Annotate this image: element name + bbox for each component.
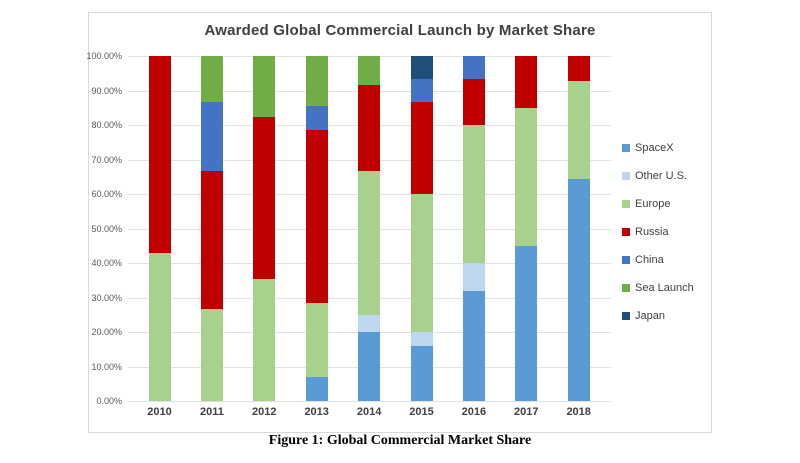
- legend-label: Europe: [635, 198, 671, 210]
- bar-segment-2012-sea-launch: [253, 56, 276, 117]
- bar-segment-2014-russia: [358, 84, 381, 171]
- bar-segment-2013-russia: [305, 130, 328, 303]
- bar-segment-2017-europe: [515, 107, 538, 246]
- x-axis-tick-label-2017: 2017: [514, 406, 539, 418]
- legend-swatch-russia: [622, 228, 630, 236]
- figure-caption: Figure 1: Global Commercial Market Share: [268, 433, 532, 448]
- legend-label: Russia: [635, 226, 669, 238]
- bar-segment-2011-europe: [200, 308, 223, 401]
- bar-segment-2014-sea-launch: [358, 56, 381, 85]
- bar-segment-2015-other-u-s: [410, 332, 433, 346]
- plot-area: 100.00% 90.00% 80.00% 70.00% 60.00% 50.00% 40.…: [86, 51, 611, 418]
- bar-segment-2014-other-u-s: [358, 314, 381, 332]
- y-axis-tick-label: 90.00%: [91, 85, 122, 96]
- bar-segment-2011-china: [200, 101, 223, 171]
- legend-label: Sea Launch: [635, 282, 694, 294]
- y-axis-tick-label: 40.00%: [91, 258, 122, 268]
- x-axis-tick-label-2018: 2018: [566, 406, 591, 418]
- y-axis-tick-label: 80.00%: [91, 120, 122, 130]
- x-axis-tick-label-2012: 2012: [252, 406, 277, 418]
- bar-segment-2016-europe: [462, 125, 485, 263]
- legend-swatch-europe: [622, 200, 630, 208]
- y-axis-tick-label: 20.00%: [91, 327, 122, 337]
- legend: SpaceX Other U.S. Europe Russia China Sea Lau…: [622, 141, 710, 337]
- bar-segment-2016-spacex: [462, 290, 485, 401]
- gridline: [128, 401, 611, 402]
- legend-swatch-sea-launch: [622, 284, 630, 292]
- bar-segment-2018-spacex: [567, 179, 590, 401]
- y-axis-tick-label: 70.00%: [91, 154, 122, 165]
- y-axis-tick-label: 100.00%: [86, 51, 122, 61]
- bar-segment-2013-spacex: [305, 376, 328, 401]
- y-axis-tick-label: 60.00%: [91, 189, 122, 199]
- bar-segment-2014-europe: [358, 170, 381, 315]
- bar-segment-2013-europe: [305, 302, 328, 377]
- bar-segment-2012-europe: [253, 279, 276, 401]
- chart-title: Awarded Global Commercial Launch by Mark…: [204, 22, 596, 39]
- x-axis-tick-label-2013: 2013: [304, 406, 329, 418]
- legend-label: SpaceX: [635, 142, 674, 154]
- bar-segment-2010-russia: [148, 56, 171, 253]
- x-axis-tick-label-2011: 2011: [199, 406, 224, 418]
- bar-segment-2017-spacex: [515, 245, 538, 401]
- bar-segment-2018-europe: [567, 80, 590, 180]
- legend-item-europe: Europe: [622, 197, 710, 211]
- bar-segment-2016-china: [462, 56, 485, 80]
- bar-segment-2012-russia: [253, 116, 276, 280]
- legend-label: Japan: [635, 310, 665, 322]
- legend-label: Other U.S.: [635, 170, 687, 182]
- x-axis-tick-label-2016: 2016: [461, 406, 487, 418]
- legend-swatch-other-u-s: [622, 172, 630, 180]
- legend-item-other-u-s: Other U.S.: [622, 169, 710, 183]
- bar-segment-2015-spacex: [410, 345, 433, 401]
- bar-segment-2015-europe: [410, 194, 433, 332]
- bar-segment-2015-russia: [410, 101, 433, 194]
- bar-segment-2011-sea-launch: [200, 56, 223, 102]
- legend-item-spacex: SpaceX: [622, 141, 710, 155]
- x-axis-tick-label-2010: 2010: [147, 406, 172, 418]
- bar-segment-2017-russia: [515, 56, 538, 108]
- legend-item-japan: Japan: [622, 309, 710, 323]
- legend-item-russia: Russia: [622, 225, 710, 239]
- bar-segment-2016-other-u-s: [462, 263, 485, 291]
- x-axis-tick-label-2015: 2015: [409, 406, 434, 418]
- legend-swatch-spacex: [622, 144, 630, 152]
- bar-segment-2010-europe: [148, 253, 171, 401]
- y-axis-tick-label: 10.00%: [91, 361, 122, 372]
- y-axis-tick-label: 0.00%: [96, 396, 122, 406]
- legend-swatch-china: [622, 256, 630, 264]
- legend-item-china: China: [622, 253, 710, 267]
- y-axis-tick-label: 30.00%: [91, 292, 122, 303]
- y-axis-tick-label: 50.00%: [91, 223, 122, 234]
- bar-segment-2013-sea-launch: [305, 56, 328, 106]
- bar-segment-2015-japan: [410, 56, 433, 79]
- bar-segment-2013-china: [305, 105, 328, 131]
- bar-segment-2016-russia: [462, 79, 485, 125]
- x-axis-tick-label-2014: 2014: [356, 406, 382, 418]
- bar-segment-2015-china: [410, 78, 433, 102]
- bar-segment-2011-russia: [200, 170, 223, 309]
- bar-segment-2014-spacex: [358, 332, 381, 401]
- legend-swatch-japan: [622, 312, 630, 320]
- chart-figure: Awarded Global Commercial Launch by Mark…: [86, 12, 712, 433]
- legend-label: China: [635, 254, 664, 266]
- bar-segment-2018-russia: [567, 56, 590, 81]
- legend-item-sea-launch: Sea Launch: [622, 281, 710, 295]
